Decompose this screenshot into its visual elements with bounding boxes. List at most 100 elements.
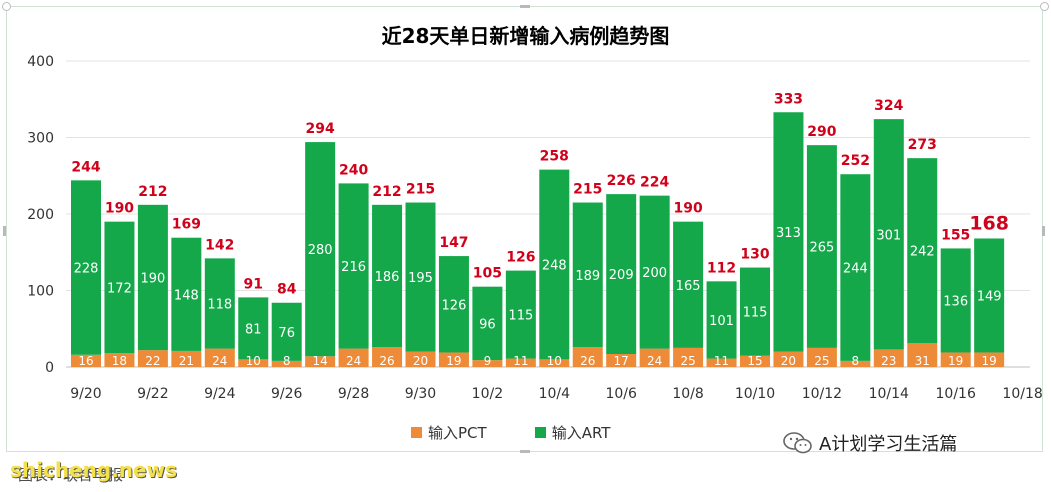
bar-art <box>974 238 1005 353</box>
data-label-art: 126 <box>442 298 467 313</box>
data-label-pct: 19 <box>948 354 963 368</box>
bar-pct <box>572 347 603 367</box>
bar-pct <box>372 347 403 367</box>
data-label-pct: 11 <box>513 354 528 368</box>
bar-art <box>305 142 336 357</box>
bar-art <box>740 267 770 356</box>
data-label-total: 294 <box>306 121 335 137</box>
legend-label-pct: 输入PCT <box>428 424 487 442</box>
bar-pct <box>171 350 202 367</box>
x-tick-label: 10/14 <box>869 386 909 402</box>
data-label-pct: 16 <box>78 354 93 368</box>
data-label-art: 186 <box>375 270 400 285</box>
bar-art <box>438 256 469 353</box>
data-label-pct: 31 <box>915 354 930 368</box>
data-label-total: 155 <box>941 227 970 243</box>
resize-handle-top-right[interactable] <box>1040 2 1049 11</box>
data-label-total: 130 <box>740 247 769 263</box>
bar-pct <box>673 347 704 367</box>
data-label-pct: 22 <box>145 354 160 368</box>
bar-pct <box>305 356 336 367</box>
resize-handle-top[interactable] <box>520 5 530 8</box>
bar-art <box>271 302 302 361</box>
data-label-total: 244 <box>71 159 100 175</box>
bar-pct <box>539 359 570 367</box>
bar-pct <box>238 359 269 367</box>
bar-art <box>940 248 971 353</box>
wechat-account: A计划学习生活篇 <box>783 430 957 456</box>
wechat-icon <box>783 432 812 454</box>
x-tick-label: 9/28 <box>338 386 369 402</box>
data-label-art: 200 <box>642 266 667 281</box>
data-label-total: 190 <box>105 201 134 217</box>
bar-art <box>338 183 369 349</box>
y-tick-label: 0 <box>45 360 54 376</box>
legend-swatch-pct <box>411 427 422 438</box>
legend-label-art: 输入ART <box>551 424 611 442</box>
data-label-pct: 25 <box>680 354 695 368</box>
data-label-pct: 23 <box>881 354 896 368</box>
bar-art <box>137 204 168 351</box>
data-label-total: 215 <box>573 182 602 198</box>
data-label-pct: 8 <box>852 354 860 368</box>
bar-art <box>806 145 837 348</box>
data-label-total: 142 <box>205 237 234 253</box>
bar-art <box>71 180 101 355</box>
data-label-pct: 25 <box>814 354 829 368</box>
data-label-total: 84 <box>277 282 297 298</box>
bar-art <box>706 281 737 359</box>
bar-pct <box>71 354 101 367</box>
bar-pct <box>773 351 804 367</box>
data-label-pct: 24 <box>346 354 361 368</box>
y-tick-label: 100 <box>27 284 54 300</box>
data-label-pct: 10 <box>246 354 261 368</box>
legend-item-pct[interactable]: 输入PCT <box>411 422 487 443</box>
bar-pct <box>505 358 536 367</box>
data-label-art: 81 <box>245 322 262 337</box>
bar-art <box>505 270 536 359</box>
bar-pct <box>137 350 168 367</box>
y-tick-label: 300 <box>27 131 54 147</box>
data-label-total: 215 <box>406 182 435 198</box>
data-label-total: 324 <box>874 98 903 114</box>
x-tick-label: 10/16 <box>936 386 976 402</box>
data-label-total: 168 <box>969 212 1009 234</box>
chart-title: 近28天单日新增输入病例趋势图 <box>381 24 670 48</box>
bar-pct <box>840 360 871 367</box>
bar-art <box>639 195 670 349</box>
bar-pct <box>706 358 737 367</box>
bar-art <box>171 237 202 351</box>
bar-pct <box>740 355 770 367</box>
data-label-art: 228 <box>74 262 99 277</box>
bar-art <box>372 204 403 348</box>
data-label-total: 112 <box>707 260 736 276</box>
bar-art <box>572 202 603 348</box>
data-label-pct: 26 <box>580 354 595 368</box>
x-tick-label: 10/6 <box>605 386 637 402</box>
data-label-art: 165 <box>676 279 701 294</box>
data-label-total: 273 <box>908 137 937 153</box>
data-label-art: 313 <box>776 226 801 241</box>
data-label-art: 136 <box>943 294 968 309</box>
data-label-total: 105 <box>473 266 502 282</box>
data-label-total: 240 <box>339 162 368 178</box>
bar-pct <box>438 352 469 367</box>
x-tick-label: 10/4 <box>539 386 571 402</box>
data-label-pct: 19 <box>446 354 461 368</box>
bar-pct <box>472 360 503 367</box>
data-label-art: 280 <box>308 243 333 258</box>
resize-handle-right[interactable] <box>1042 226 1045 236</box>
watermark: shicheng.news <box>10 458 177 482</box>
resize-handle-bottom[interactable] <box>520 450 530 453</box>
resize-handle-left[interactable] <box>3 226 6 236</box>
legend-item-art[interactable]: 输入ART <box>534 422 611 443</box>
resize-handle-top-left[interactable] <box>2 2 11 11</box>
data-label-total: 226 <box>607 173 636 189</box>
data-label-total: 169 <box>172 217 201 233</box>
data-label-art: 244 <box>843 262 868 277</box>
x-tick-label: 10/10 <box>735 386 775 402</box>
data-label-pct: 24 <box>212 354 227 368</box>
y-tick-label: 200 <box>27 207 54 223</box>
data-label-pct: 8 <box>283 354 291 368</box>
bar-art <box>104 221 135 354</box>
